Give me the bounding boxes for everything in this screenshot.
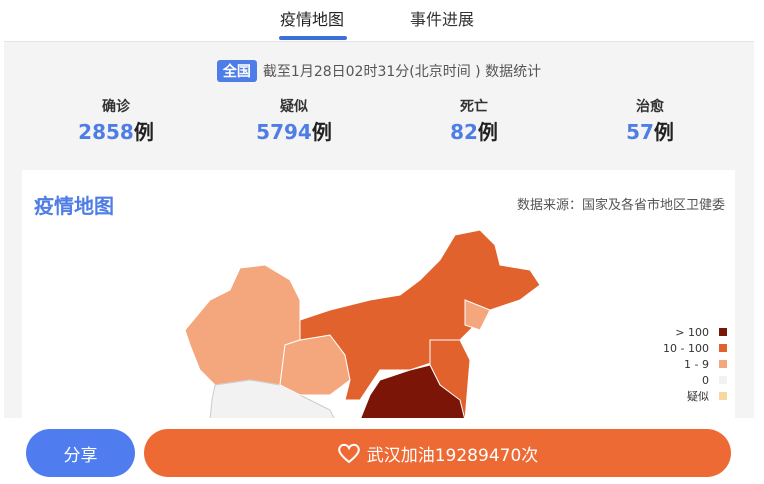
legend: > 100 10 - 100 1 - 9 0 疑似 (663, 324, 727, 404)
cheer-button[interactable]: 武汉加油19289470次 (144, 429, 731, 477)
heart-icon (337, 443, 360, 464)
legend-label: 1 - 9 (684, 357, 709, 371)
map (184, 229, 541, 421)
legend-item: 疑似 (663, 388, 727, 404)
tab[interactable]: 疫情地图 (280, 10, 345, 29)
stat: 确诊 2858例 (46, 96, 186, 145)
legend-swatch (719, 360, 727, 368)
legend-label: 10 - 100 (663, 341, 709, 355)
stat: 治愈 57例 (580, 96, 720, 145)
stat-label: 治愈 (636, 99, 664, 115)
legend-item: 0 (663, 372, 727, 388)
stat-value-row: 2858例 (46, 116, 186, 145)
stat: 疑似 5794例 (224, 96, 364, 145)
legend-item: 1 - 9 (663, 356, 727, 372)
main: 疫情地图 事件进展 全国 截至1月28日02时31分(北京时间 ) 数据统计 确诊… (4, 0, 754, 484)
stat-unit: 例 (311, 120, 332, 144)
stat-value: 82 (450, 120, 478, 144)
header: 全国 截至1月28日02时31分(北京时间 ) 数据统计 (4, 60, 754, 82)
region (464, 299, 491, 331)
stat-label: 死亡 (460, 99, 488, 115)
legend-label: 0 (702, 373, 709, 387)
stat-value-row: 57例 (580, 116, 720, 145)
legend-swatch (719, 344, 727, 352)
stat-label: 疑似 (280, 99, 308, 115)
legend-swatch (719, 328, 727, 336)
stat-value-row: 5794例 (224, 116, 364, 145)
legend-label: > 100 (675, 325, 709, 339)
stat-unit: 例 (477, 120, 498, 144)
stat-value: 2858 (78, 120, 134, 144)
stat-value: 57 (626, 120, 654, 144)
stat: 死亡 82例 (404, 96, 544, 145)
stat-value: 5794 (256, 120, 312, 144)
badge: 全国 (216, 60, 257, 82)
card-title: 疫情地图 (34, 194, 114, 218)
legend-item: 10 - 100 (663, 340, 727, 356)
timestamp: 截至1月28日02时31分(北京时间 ) 数据统计 (262, 64, 542, 80)
legend-swatch (719, 392, 727, 400)
stat-unit: 例 (133, 120, 154, 144)
footer: 分享 武汉加油19289470次 (0, 418, 764, 484)
legend-label: 疑似 (687, 390, 709, 403)
region (299, 229, 541, 401)
tab-underline (279, 36, 347, 40)
stat-unit: 例 (653, 120, 674, 144)
share-button[interactable]: 分享 (26, 429, 135, 477)
region (359, 364, 466, 421)
tab[interactable]: 事件进展 (410, 10, 475, 29)
stat-label: 确诊 (102, 99, 130, 115)
cheer-text: 武汉加油19289470次 (366, 445, 539, 466)
legend-swatch (719, 376, 727, 384)
stat-value-row: 82例 (404, 116, 544, 145)
source: 数据来源：国家及各省市地区卫健委 (516, 198, 725, 213)
region (209, 379, 336, 421)
tab-bar: 疫情地图 事件进展 (4, 0, 754, 42)
legend-item: > 100 (663, 324, 727, 340)
